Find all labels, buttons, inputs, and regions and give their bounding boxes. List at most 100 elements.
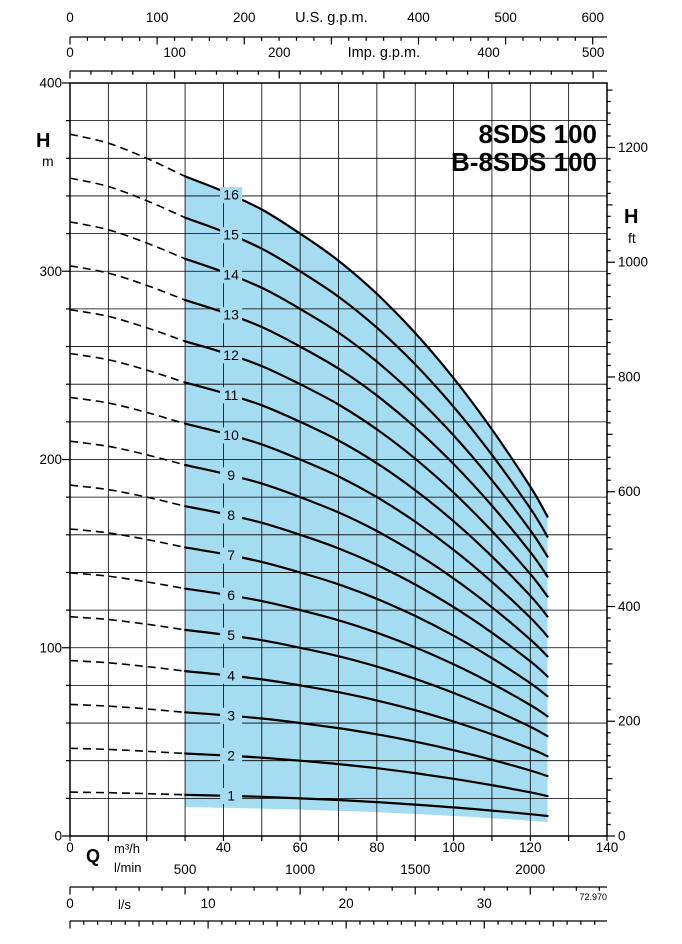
svg-text:120: 120 (519, 840, 542, 855)
stage-curve-dashed-16 (69, 133, 186, 178)
stage-curve-dashed-15 (69, 177, 186, 219)
grid-lines (69, 82, 608, 837)
svg-text:0: 0 (66, 896, 74, 911)
stage-curve-dashed-12 (69, 308, 186, 343)
svg-text:0: 0 (618, 829, 626, 844)
stage-curve-dashed-8 (69, 484, 186, 507)
svg-text:300: 300 (39, 264, 62, 279)
svg-text:40: 40 (216, 840, 231, 855)
stage-curve-7 (184, 546, 549, 698)
chart-title-line2: B-8SDS 100 (451, 147, 597, 177)
svg-text:4: 4 (227, 667, 235, 683)
stage-curve-12 (184, 340, 549, 598)
svg-text:1200: 1200 (618, 140, 648, 155)
svg-text:10: 10 (201, 896, 216, 911)
stage-curves (69, 133, 549, 818)
flow-unit-m3h: m³/h (114, 841, 140, 856)
us-gpm-axis: 0 100 200 400 500 600 U.S. g.p.m. (66, 10, 607, 45)
flow-unit-lmin: l/min (114, 860, 142, 875)
svg-text:3: 3 (227, 707, 235, 723)
stage-curve-dashed-9 (69, 440, 186, 466)
svg-text:8: 8 (227, 507, 235, 523)
ls-axis: 0 10 20 30 (66, 896, 607, 929)
stage-curve-14 (184, 257, 549, 558)
svg-text:9: 9 (227, 467, 235, 483)
svg-text:200: 200 (268, 45, 291, 60)
svg-text:100: 100 (39, 640, 62, 655)
svg-text:400: 400 (39, 76, 62, 91)
svg-text:13: 13 (223, 307, 239, 323)
head-ft-axis: 0 200 400 600 800 1000 1200 (607, 89, 648, 844)
svg-text:500: 500 (174, 862, 197, 877)
stage-curve-dashed-2 (69, 747, 186, 755)
stage-curve-dashed-7 (69, 528, 186, 549)
svg-text:600: 600 (618, 484, 641, 499)
svg-text:0: 0 (66, 10, 74, 25)
svg-text:200: 200 (39, 452, 62, 467)
stage-curve-15 (184, 216, 549, 538)
svg-text:600: 600 (581, 10, 604, 25)
svg-text:1000: 1000 (618, 255, 648, 270)
svg-text:500: 500 (582, 45, 605, 60)
svg-text:100: 100 (442, 840, 465, 855)
svg-text:20: 20 (339, 896, 354, 911)
doc-reference-number: 72.970 (579, 892, 607, 902)
svg-text:200: 200 (618, 714, 641, 729)
svg-text:1500: 1500 (400, 862, 430, 877)
m3h-axis: 0 40 60 80 100 120 140 (66, 836, 618, 855)
stage-curve-dashed-14 (69, 221, 186, 260)
operating-region (185, 176, 548, 822)
chart-title-line1: 8SDS 100 (478, 119, 597, 149)
svg-text:0: 0 (66, 840, 74, 855)
right-axis-unit: ft (628, 230, 636, 246)
svg-text:1: 1 (227, 787, 235, 803)
stage-curve-3 (184, 711, 549, 778)
svg-text:15: 15 (223, 227, 239, 243)
lmin-axis: 500 1000 1500 2000 (69, 862, 607, 895)
svg-text:800: 800 (618, 369, 641, 384)
svg-text:U.S. g.p.m.: U.S. g.p.m. (295, 10, 368, 26)
svg-text:5: 5 (227, 627, 235, 643)
svg-text:0: 0 (54, 829, 62, 844)
svg-text:200: 200 (233, 10, 256, 25)
svg-text:16: 16 (223, 187, 239, 203)
svg-text:100: 100 (146, 10, 169, 25)
svg-text:80: 80 (369, 840, 384, 855)
svg-text:2: 2 (227, 747, 235, 763)
stage-curve-11 (184, 381, 549, 618)
stage-curve-9 (184, 463, 549, 658)
head-m-axis: 0 100 200 300 400 (39, 76, 70, 844)
svg-text:14: 14 (223, 267, 239, 283)
stage-curve-2 (184, 752, 549, 798)
stage-curve-dashed-11 (69, 352, 186, 384)
svg-text:500: 500 (494, 10, 517, 25)
svg-text:1000: 1000 (285, 862, 315, 877)
stage-curve-dashed-5 (69, 615, 186, 631)
left-axis-symbol: H (36, 130, 51, 152)
flow-unit-ls: l/s (118, 897, 131, 912)
svg-text:100: 100 (163, 45, 186, 60)
stage-curve-dashed-13 (69, 265, 186, 301)
stage-curve-8 (184, 505, 549, 678)
operating-region-group (185, 176, 548, 822)
svg-text:60: 60 (293, 840, 308, 855)
svg-text:30: 30 (477, 896, 492, 911)
imp-gpm-axis: 0 100 200 400 500 Imp. g.p.m. (66, 45, 607, 79)
stage-curve-dashed-3 (69, 703, 186, 714)
svg-text:12: 12 (223, 347, 239, 363)
svg-text:400: 400 (477, 45, 500, 60)
flow-axis-symbol: Q (86, 846, 101, 866)
stage-curve-5 (184, 628, 549, 738)
stage-curve-dashed-10 (69, 396, 186, 425)
stage-curve-4 (184, 670, 549, 758)
svg-text:140: 140 (596, 840, 619, 855)
chart-title: 8SDS 100 B-8SDS 100 (451, 120, 597, 176)
svg-text:6: 6 (227, 587, 235, 603)
right-axis-symbol: H (624, 206, 639, 228)
stage-curve-dashed-4 (69, 659, 186, 672)
stage-curve-6 (184, 587, 549, 718)
svg-text:400: 400 (618, 599, 641, 614)
left-axis-unit: m (42, 153, 54, 169)
